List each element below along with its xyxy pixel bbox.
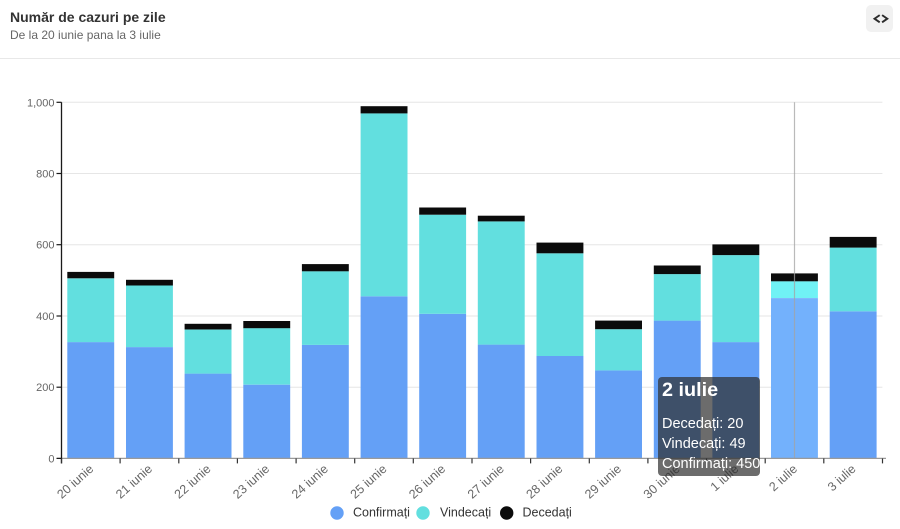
svg-text:26 iunie: 26 iunie (406, 462, 448, 502)
svg-text:0: 0 (48, 453, 54, 465)
svg-text:Confirmați: Confirmați (353, 506, 410, 520)
svg-text:21 iunie: 21 iunie (113, 462, 155, 502)
svg-text:1,000: 1,000 (27, 97, 55, 109)
svg-text:800: 800 (36, 169, 54, 181)
svg-text:2 iulie: 2 iulie (766, 462, 800, 494)
svg-text:600: 600 (36, 240, 54, 252)
svg-text:27 iunie: 27 iunie (465, 462, 507, 502)
svg-text:25 iunie: 25 iunie (348, 462, 390, 502)
svg-text:29 iunie: 29 iunie (582, 462, 624, 502)
svg-text:3 iulie: 3 iulie (825, 462, 859, 494)
svg-text:Vindecați: Vindecați (440, 506, 491, 520)
svg-text:200: 200 (36, 382, 54, 394)
svg-text:20 iunie: 20 iunie (54, 462, 96, 502)
svg-text:23 iunie: 23 iunie (230, 462, 272, 502)
svg-text:24 iunie: 24 iunie (289, 462, 331, 502)
svg-text:28 iunie: 28 iunie (523, 462, 565, 502)
svg-text:Decedați: Decedați (523, 506, 572, 520)
svg-text:400: 400 (36, 311, 54, 323)
svg-text:22 iunie: 22 iunie (172, 462, 214, 502)
